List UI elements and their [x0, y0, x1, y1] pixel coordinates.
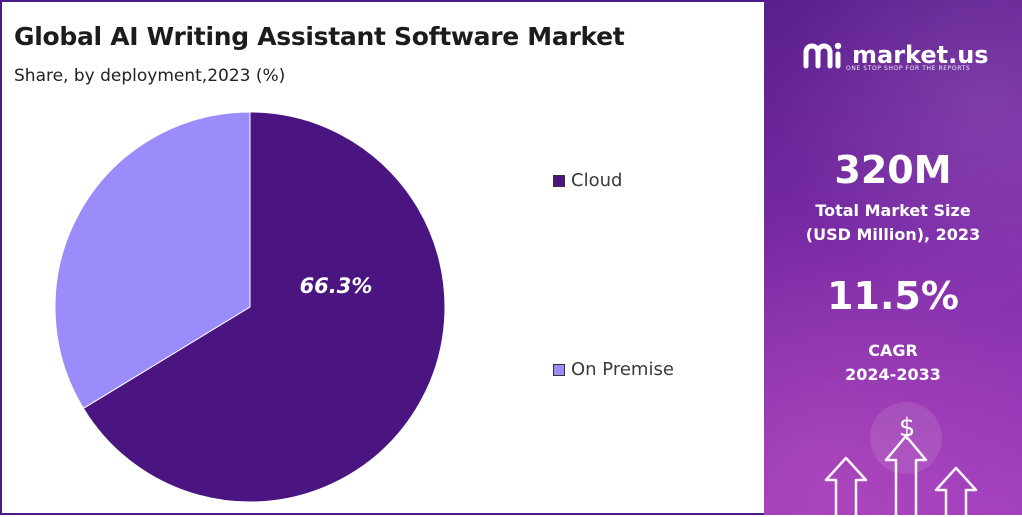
- pie-slice-on-premise: [54, 111, 251, 410]
- legend-swatch-on-premise: [553, 363, 565, 376]
- arrow-up-icon: [884, 434, 928, 515]
- legend-item-on-premise: On Premise: [553, 359, 674, 380]
- market-us-logo-icon: [803, 42, 842, 69]
- chart-subtitle: Share, by deployment,2023 (%): [14, 66, 286, 86]
- slice-data-label-cloud: 66.3%: [300, 274, 373, 298]
- brand-name: market.us: [852, 41, 989, 69]
- legend-swatch-cloud: [553, 174, 565, 187]
- cagr-label: CAGR: [868, 341, 918, 360]
- brand-tagline: ONE STOP SHOP FOR THE REPORTS: [846, 65, 971, 72]
- legend-label-cloud: Cloud: [571, 170, 623, 191]
- pie-slice-cloud: [82, 111, 446, 503]
- cagr-period: 2024-2033: [845, 365, 941, 384]
- legend-item-cloud: Cloud: [553, 170, 622, 191]
- arrow-up-icon: [824, 456, 868, 515]
- chart-title: Global AI Writing Assistant Software Mar…: [14, 22, 625, 51]
- sidebar-background: [764, 0, 1022, 515]
- market-size-label-line2: (USD Million), 2023: [805, 225, 981, 244]
- brand-logo: market.us ONE STOP SHOP FOR THE REPORTS: [802, 38, 989, 72]
- legend-label-on-premise: On Premise: [571, 359, 674, 380]
- market-size-value: 320M: [834, 148, 952, 192]
- dollar-icon: $: [899, 413, 916, 443]
- market-size-label-line1: Total Market Size: [815, 201, 971, 220]
- growth-decoration: $: [824, 402, 978, 515]
- stats-sidebar: market.us ONE STOP SHOP FOR THE REPORTS …: [764, 0, 1022, 515]
- arrow-up-icon: [934, 466, 978, 515]
- cagr-value: 11.5%: [827, 274, 959, 318]
- pie-chart: 66.3%: [54, 111, 446, 503]
- chart-panel: Global AI Writing Assistant Software Mar…: [0, 0, 764, 515]
